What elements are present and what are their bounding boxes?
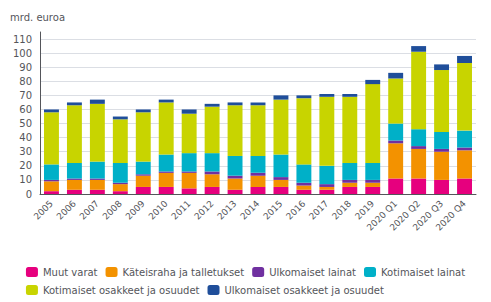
svg-text:2020 Q1: 2020 Q1 xyxy=(364,198,400,233)
svg-text:2008: 2008 xyxy=(101,198,124,221)
svg-text:mrd. euroa: mrd. euroa xyxy=(10,12,65,23)
svg-text:100: 100 xyxy=(13,48,32,59)
svg-text:2010: 2010 xyxy=(146,198,169,221)
svg-text:2011: 2011 xyxy=(169,198,192,221)
svg-text:40: 40 xyxy=(19,132,32,143)
svg-text:30: 30 xyxy=(19,146,32,157)
svg-text:2018: 2018 xyxy=(330,198,353,221)
svg-text:90: 90 xyxy=(19,62,32,73)
svg-text:2020 Q2: 2020 Q2 xyxy=(387,198,423,233)
svg-text:0: 0 xyxy=(26,189,32,200)
svg-text:2015: 2015 xyxy=(261,198,284,221)
svg-text:2020 Q3: 2020 Q3 xyxy=(410,198,446,233)
svg-text:Käteisraha ja talletukset: Käteisraha ja talletukset xyxy=(123,267,245,278)
svg-text:2009: 2009 xyxy=(124,198,147,221)
svg-text:50: 50 xyxy=(19,118,32,129)
svg-text:2020 Q4: 2020 Q4 xyxy=(434,198,469,233)
svg-text:Kotimaiset lainat: Kotimaiset lainat xyxy=(381,267,465,278)
svg-text:Muut varat: Muut varat xyxy=(43,267,98,278)
svg-text:80: 80 xyxy=(19,76,32,87)
svg-text:2017: 2017 xyxy=(307,198,330,221)
svg-text:110: 110 xyxy=(13,34,32,45)
svg-text:2006: 2006 xyxy=(55,198,78,221)
svg-text:2007: 2007 xyxy=(78,198,101,221)
svg-text:20: 20 xyxy=(19,160,32,171)
svg-text:Kotimaiset osakkeet ja osuudet: Kotimaiset osakkeet ja osuudet xyxy=(43,285,200,296)
svg-text:2019: 2019 xyxy=(353,198,377,222)
svg-text:Ulkomaiset osakkeet ja osuudet: Ulkomaiset osakkeet ja osuudet xyxy=(225,285,384,296)
svg-text:60: 60 xyxy=(19,104,32,115)
svg-text:2014: 2014 xyxy=(238,198,261,221)
svg-text:Ulkomaiset lainat: Ulkomaiset lainat xyxy=(269,267,356,278)
svg-text:2016: 2016 xyxy=(284,198,307,221)
svg-text:2005: 2005 xyxy=(32,198,55,221)
svg-text:2013: 2013 xyxy=(215,198,238,221)
svg-text:70: 70 xyxy=(19,90,32,101)
svg-text:2012: 2012 xyxy=(192,198,215,221)
svg-text:10: 10 xyxy=(19,174,32,185)
